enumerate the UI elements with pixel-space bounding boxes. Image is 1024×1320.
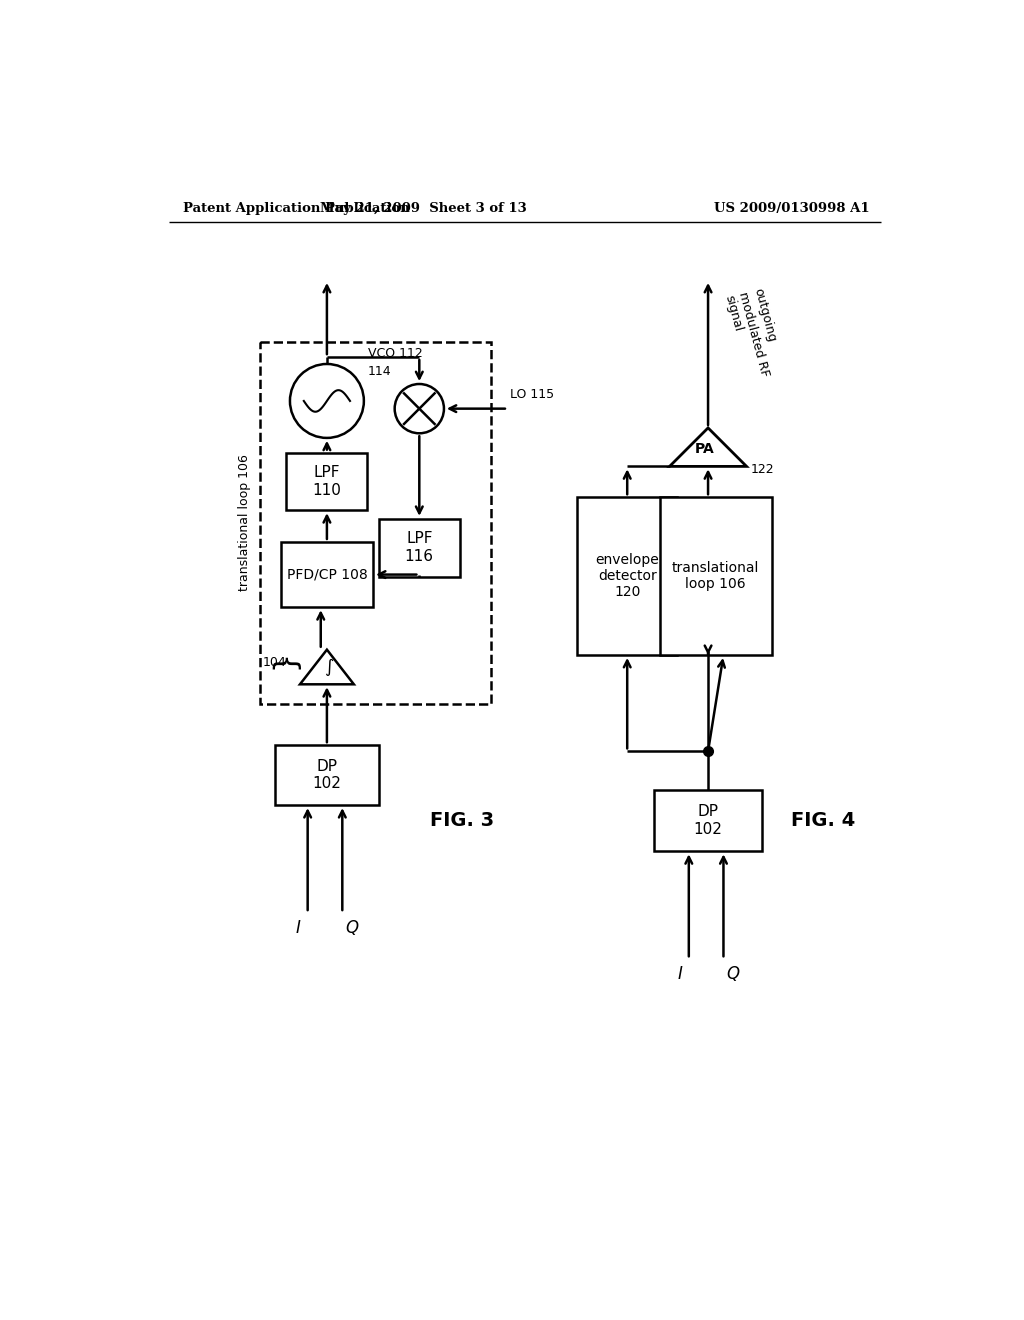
Text: Patent Application Publication: Patent Application Publication — [183, 202, 410, 215]
Bar — [578, 498, 677, 655]
Text: PA: PA — [694, 442, 714, 457]
Text: Q: Q — [345, 919, 358, 937]
Text: 114: 114 — [368, 364, 391, 378]
Text: DP
102: DP 102 — [693, 804, 723, 837]
Text: 104: 104 — [262, 656, 286, 669]
Text: PFD/CP 108: PFD/CP 108 — [287, 568, 368, 582]
Text: Q: Q — [726, 965, 739, 983]
Bar — [260, 342, 490, 704]
Text: DP
102: DP 102 — [312, 759, 341, 792]
Bar — [274, 744, 379, 805]
Text: translational
loop 106: translational loop 106 — [672, 561, 760, 591]
Text: FIG. 4: FIG. 4 — [792, 810, 856, 830]
Bar — [654, 789, 762, 851]
Bar — [281, 543, 373, 607]
Text: 122: 122 — [751, 462, 774, 475]
Text: US 2009/0130998 A1: US 2009/0130998 A1 — [714, 202, 869, 215]
Text: envelope
detector
120: envelope detector 120 — [595, 553, 659, 599]
Text: FIG. 3: FIG. 3 — [430, 810, 494, 830]
Text: LPF
116: LPF 116 — [404, 532, 434, 564]
Text: VCO 112: VCO 112 — [368, 347, 423, 360]
Text: ∫: ∫ — [324, 657, 333, 676]
Bar — [287, 453, 368, 511]
Text: LPF
110: LPF 110 — [312, 465, 341, 498]
Text: LO 115: LO 115 — [510, 388, 554, 401]
Bar — [379, 519, 460, 577]
Text: I: I — [296, 919, 301, 937]
Bar — [660, 498, 772, 655]
Text: {: { — [267, 656, 296, 676]
Text: translational loop 106: translational loop 106 — [238, 454, 251, 591]
Text: I: I — [677, 965, 682, 983]
Text: outgoing
modulated RF
signal: outgoing modulated RF signal — [722, 286, 786, 381]
Text: May 21, 2009  Sheet 3 of 13: May 21, 2009 Sheet 3 of 13 — [319, 202, 526, 215]
